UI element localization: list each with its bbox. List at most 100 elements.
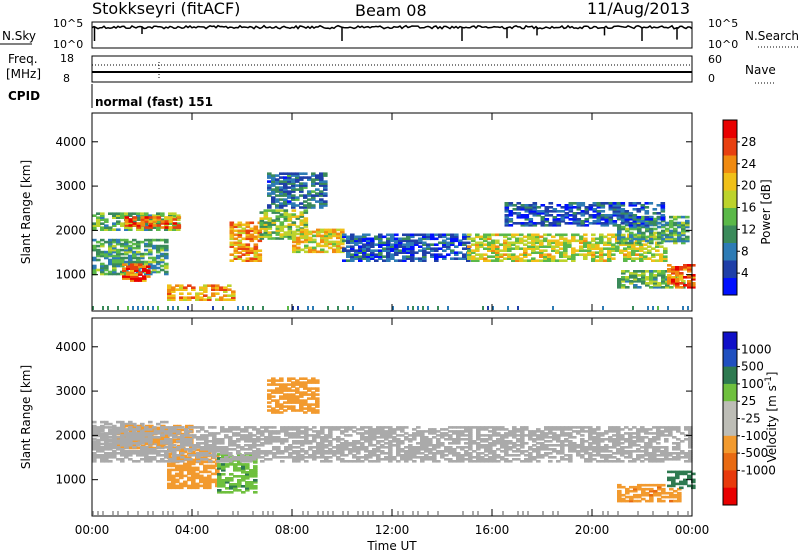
heatmap-cell (212, 450, 217, 453)
heatmap-cell (199, 478, 204, 482)
heatmap-cell (592, 208, 598, 211)
heatmap-cell (540, 444, 545, 447)
heatmap-cell (616, 444, 621, 447)
heatmap-cell (100, 226, 105, 229)
heatmap-cell (287, 387, 292, 390)
heatmap-cell (108, 226, 113, 229)
heatmap-cell (144, 244, 149, 248)
heatmap-cell (220, 426, 225, 429)
heatmap-cell (535, 251, 540, 254)
heatmap-cell (237, 223, 243, 227)
heatmap-cell (504, 434, 509, 437)
heatmap-cell (452, 432, 457, 435)
heatmap-cell (580, 430, 585, 433)
heatmap-cell (555, 249, 560, 252)
heatmap-cell (628, 202, 634, 205)
heatmap-cell (632, 218, 638, 221)
heatmap-cell (187, 486, 192, 490)
heatmap-cell (568, 456, 573, 459)
heatmap-cell (440, 434, 445, 437)
heatmap-cell (616, 202, 622, 205)
heatmap-cell (629, 276, 634, 279)
heatmap-cell (348, 452, 353, 455)
heatmap-cell (228, 438, 233, 441)
heatmap-cell (358, 241, 363, 245)
heatmap-cell (237, 463, 242, 466)
heatmap-cell (275, 389, 280, 392)
heatmap-cell (320, 240, 325, 244)
heatmap-cell (259, 233, 265, 236)
heatmap-cell (523, 247, 528, 250)
colorbar-swatch (723, 242, 737, 261)
heatmap-cell (450, 235, 455, 239)
heatmap-cell (220, 448, 225, 451)
heatmap-cell (496, 442, 501, 445)
heatmap-cell (291, 405, 296, 408)
heatmap-cell (229, 483, 234, 486)
heatmap-cell (203, 456, 208, 460)
heatmap-cell (608, 436, 613, 439)
heatmap-cell (484, 438, 489, 441)
heatmap-cell (603, 259, 608, 262)
heatmap-cell (340, 442, 345, 445)
heatmap-cell (183, 296, 188, 299)
heatmap-cell (189, 424, 194, 428)
heatmap-cell (271, 399, 276, 402)
heatmap-cell (240, 428, 245, 431)
heatmap-cell (392, 428, 397, 431)
heatmap-cell (237, 255, 243, 258)
heatmap-cell (287, 229, 293, 232)
heatmap-cell (241, 471, 246, 474)
heatmap-cell (430, 253, 435, 256)
heatmap-cell (240, 454, 245, 457)
heatmap-cell (212, 448, 217, 451)
heatmap-cell (456, 454, 461, 457)
heatmap-cell (629, 239, 634, 243)
nsky-right-tick-bottom: 10^0 (708, 38, 738, 51)
heatmap-cell (402, 239, 407, 243)
heatmap-cell (204, 440, 209, 443)
heatmap-cell (100, 270, 105, 274)
heatmap-cell (128, 212, 133, 215)
heatmap-cell (245, 467, 250, 470)
heatmap-cell (392, 458, 397, 461)
heatmap-cell (444, 432, 449, 435)
heatmap-cell (354, 251, 359, 254)
heatmap-cell (257, 257, 263, 260)
heatmap-cell (615, 245, 620, 248)
heatmap-cell (504, 440, 509, 443)
heatmap-cell (272, 446, 277, 449)
heatmap-cell (548, 456, 553, 459)
heatmap-cell (195, 292, 200, 295)
heatmap-cell (408, 440, 413, 443)
heatmap-cell (316, 448, 321, 451)
heatmap-cell (148, 458, 153, 461)
heatmap-cell (648, 428, 653, 431)
heatmap-cell (108, 272, 113, 276)
heatmap-cell (303, 206, 308, 209)
heatmap-cell (176, 216, 182, 219)
heatmap-cell (172, 436, 177, 439)
heatmap-cell (267, 389, 272, 392)
heatmap-cell (428, 438, 433, 441)
heatmap-cell (673, 237, 678, 241)
heatmap-cell (584, 458, 589, 461)
heatmap-cell (319, 202, 324, 205)
heatmap-cell (224, 430, 229, 433)
heatmap-cell (241, 237, 247, 241)
heatmap-cell (653, 237, 658, 241)
heatmap-cell (304, 426, 309, 429)
heatmap-cell (292, 236, 297, 240)
heatmap-cell (287, 192, 292, 195)
heatmap-cell (531, 251, 536, 254)
heatmap-cell (508, 434, 513, 437)
heatmap-cell (284, 428, 289, 431)
heatmap-cell (312, 434, 317, 437)
heatmap-cell (564, 208, 570, 211)
heatmap-cell (340, 432, 345, 435)
heatmap-cell (611, 243, 616, 246)
heatmap-cell (440, 432, 445, 435)
heatmap-cell (112, 248, 117, 252)
heatmap-cell (396, 460, 401, 463)
heatmap-cell (584, 452, 589, 455)
